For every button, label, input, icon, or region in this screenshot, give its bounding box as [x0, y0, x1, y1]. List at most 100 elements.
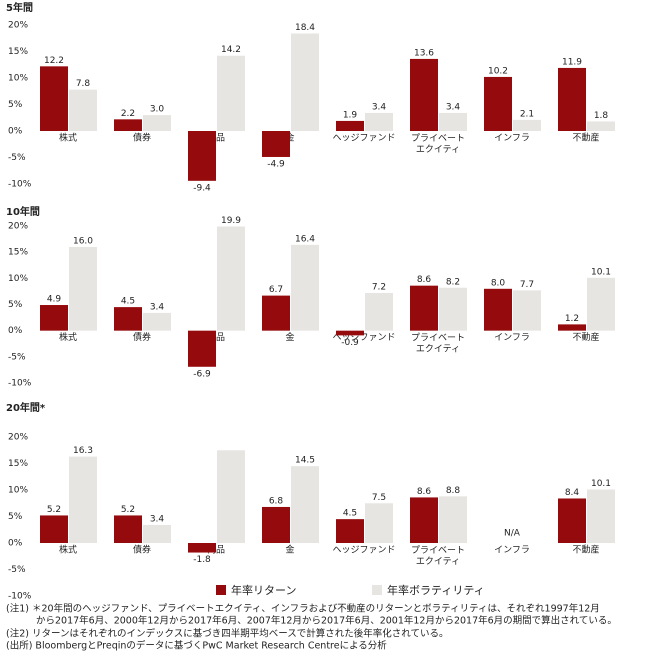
- value-label: 7.2: [372, 282, 386, 292]
- y-tick-label: -10%: [8, 592, 32, 602]
- value-label: 6.8: [269, 496, 284, 506]
- note: (注2) リターンはそれぞれのインデックスに基づき四半期平均ベースで計算された後…: [6, 628, 448, 640]
- value-label: 1.8: [594, 111, 609, 121]
- x-tick-label: ヘッジファンド: [332, 134, 395, 144]
- value-label: 4.9: [47, 295, 62, 305]
- x-tick-label: 株式: [59, 132, 77, 144]
- value-label: 7.7: [520, 280, 534, 290]
- x-tick-label: プライベートエクイティ: [411, 332, 465, 354]
- bar: [439, 496, 467, 543]
- value-label: 5.2: [121, 505, 135, 515]
- value-label: 8.6: [417, 275, 432, 285]
- bar: [410, 285, 438, 331]
- bar: [40, 66, 68, 131]
- value-label: 2.1: [520, 109, 534, 119]
- bar: [69, 456, 97, 543]
- value-label: 5.2: [47, 505, 61, 515]
- bar: [40, 305, 68, 331]
- y-tick-label: 0%: [8, 539, 23, 549]
- value-label: 10.2: [488, 66, 508, 76]
- value-label: 3.4: [446, 102, 461, 112]
- bar: [114, 307, 142, 331]
- bar: [484, 288, 512, 331]
- x-tick-label: 株式: [59, 331, 77, 343]
- y-tick-label: 20%: [8, 21, 28, 31]
- value-label: 16.0: [73, 236, 93, 246]
- value-label: 2.2: [121, 109, 135, 119]
- value-label: 16.3: [73, 446, 93, 456]
- value-label: 3.4: [150, 302, 165, 312]
- x-tick-label: ヘッジファンド: [332, 333, 395, 343]
- y-tick-label: 15%: [8, 459, 28, 469]
- bar: [587, 489, 615, 543]
- bar: [587, 121, 615, 131]
- value-label: -4.9: [267, 159, 285, 169]
- value-label: -6.9: [193, 369, 211, 379]
- bar: [439, 287, 467, 331]
- y-tick-label: -5%: [8, 153, 26, 163]
- legend-label: 年率リターン: [231, 583, 296, 597]
- bar: [262, 131, 290, 157]
- value-label: 8.0: [491, 278, 506, 288]
- value-label: 1.2: [565, 314, 579, 324]
- value-label: 13.6: [414, 48, 434, 58]
- x-tick-label: プライベートエクイティ: [411, 133, 465, 155]
- bar: [69, 246, 97, 331]
- value-label: 19.9: [221, 216, 241, 226]
- x-tick-label: インフラ: [494, 332, 530, 343]
- value-label: 8.2: [446, 277, 460, 287]
- legend-swatch: [216, 585, 226, 595]
- value-label: 3.4: [372, 102, 387, 112]
- x-tick-label: 債券: [133, 331, 151, 343]
- bar: [484, 76, 512, 131]
- value-label: 18.4: [295, 23, 315, 33]
- x-tick-label: インフラ: [494, 545, 530, 556]
- value-label: 14.2: [221, 45, 241, 55]
- value-label: 3.4: [150, 514, 165, 524]
- note: から2017年6月、2000年12月から2017年6月、2007年12月から20…: [36, 615, 617, 627]
- bar: [336, 519, 364, 543]
- bar: [188, 330, 216, 367]
- value-label: 16.4: [295, 234, 315, 244]
- x-tick-label: プライベートエクイティ: [411, 545, 465, 567]
- x-tick-label: ヘッジファンド: [332, 546, 395, 556]
- x-tick-label: 株式: [59, 544, 77, 556]
- value-label: 7.5: [372, 493, 386, 503]
- value-label: 11.9: [562, 57, 582, 67]
- y-tick-label: 20%: [8, 433, 28, 443]
- value-label: 14.5: [295, 456, 315, 466]
- value-label: 7.8: [76, 79, 91, 89]
- bar: [336, 330, 364, 336]
- value-label: 4.5: [343, 509, 357, 519]
- bar: [336, 120, 364, 131]
- bar: [188, 543, 216, 553]
- bar: [217, 55, 245, 131]
- panel-title: 5年間: [6, 1, 33, 14]
- value-label: 8.6: [417, 487, 432, 497]
- y-tick-label: -5%: [8, 565, 26, 575]
- bar: [217, 226, 245, 331]
- note: (出所) BloombergとPreqinのデータに基づくPwC Market …: [6, 640, 387, 652]
- y-tick-label: 10%: [8, 486, 28, 496]
- bar: [365, 292, 393, 331]
- y-tick-label: -10%: [8, 180, 32, 190]
- bar: [262, 506, 290, 543]
- bar: [513, 290, 541, 331]
- bar: [291, 466, 319, 543]
- bar: [188, 131, 216, 181]
- value-label: 8.4: [565, 488, 580, 498]
- bar: [365, 112, 393, 131]
- bar: [439, 112, 467, 131]
- bar: [410, 58, 438, 131]
- bar: [262, 295, 290, 331]
- panel-title: 20年間*: [6, 401, 46, 414]
- x-tick-label: 不動産: [572, 544, 599, 556]
- bar: [513, 119, 541, 131]
- x-tick-label: 不動産: [572, 331, 599, 343]
- bar: [69, 89, 97, 131]
- value-label: 3.0: [150, 105, 165, 115]
- x-tick-label: 不動産: [572, 132, 599, 144]
- value-label: 4.5: [121, 297, 135, 307]
- bar: [558, 498, 586, 543]
- bar: [558, 324, 586, 331]
